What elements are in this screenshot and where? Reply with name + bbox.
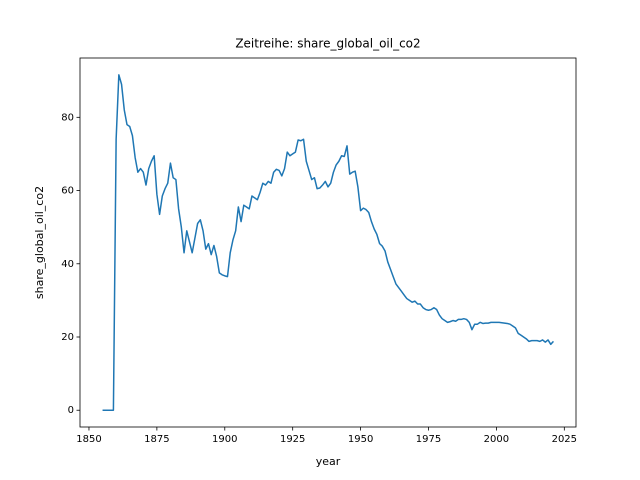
line-series xyxy=(102,74,554,411)
y-tick-label: 20 xyxy=(61,332,74,343)
y-tick-label: 40 xyxy=(61,259,74,270)
plot-frame xyxy=(79,57,577,428)
x-tick-label: 1975 xyxy=(416,434,441,445)
x-tick-label: 1925 xyxy=(280,434,305,445)
y-tick-label: 0 xyxy=(68,405,74,416)
x-tick-label: 2025 xyxy=(552,434,577,445)
x-tick-label: 1875 xyxy=(144,434,169,445)
x-axis-label: year xyxy=(316,455,341,468)
x-tick-label: 1850 xyxy=(76,434,101,445)
y-axis-label: share_global_oil_co2 xyxy=(33,186,46,299)
y-tick-label: 60 xyxy=(61,186,74,197)
chart-title: Zeitreihe: share_global_oil_co2 xyxy=(235,37,420,51)
x-tick-label: 1900 xyxy=(212,434,237,445)
x-tick-label: 2000 xyxy=(484,434,509,445)
y-tick-label: 80 xyxy=(61,112,74,123)
x-tick-label: 1950 xyxy=(348,434,373,445)
